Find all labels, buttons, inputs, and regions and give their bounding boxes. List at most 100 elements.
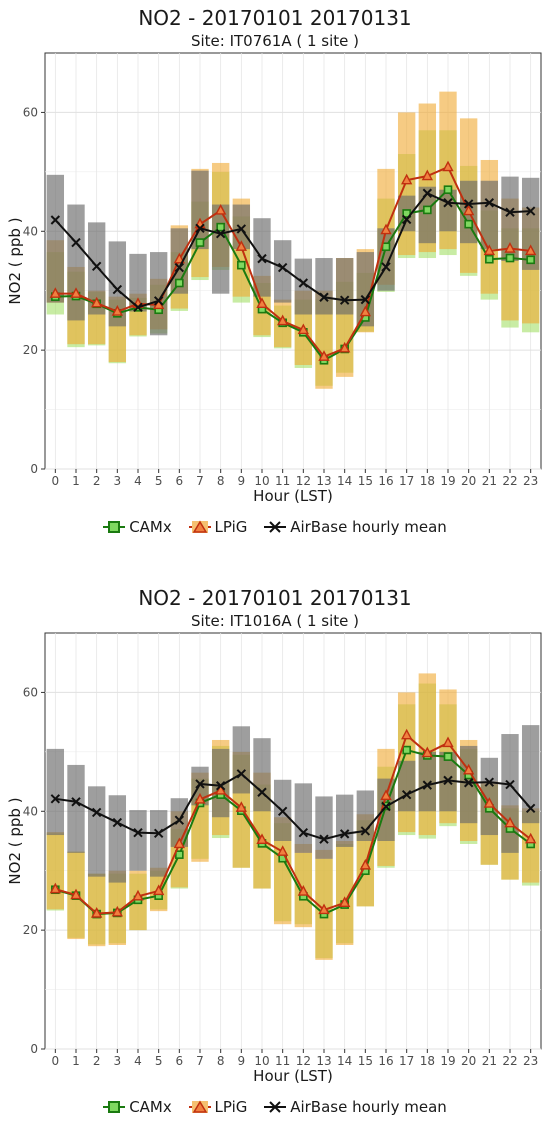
legend-item-airbase: AirBase hourly mean	[264, 518, 447, 536]
data-point	[463, 778, 474, 788]
data-point-stroke	[443, 198, 453, 208]
band-bar	[211, 204, 230, 294]
data-point-stroke	[236, 224, 247, 234]
band-bar	[356, 252, 375, 327]
data-point	[423, 205, 432, 215]
data-point	[236, 224, 247, 234]
data-point-stroke	[463, 778, 474, 788]
band-bar	[273, 817, 292, 925]
data-point-stroke	[112, 817, 123, 828]
band-bar	[315, 796, 333, 859]
legend-item-lpig: LPiG	[188, 518, 247, 536]
data-point	[339, 829, 350, 839]
data-point	[443, 752, 453, 761]
chart-title: NO2 - 20170101 20170131	[138, 586, 412, 610]
data-point	[216, 222, 225, 232]
data-point	[318, 350, 330, 361]
data-point-stroke	[174, 262, 185, 273]
data-point-stroke	[133, 302, 143, 313]
legend-label: CAMx	[129, 1098, 172, 1116]
band-bar	[46, 174, 65, 303]
data-point	[381, 262, 391, 272]
band-bar	[149, 252, 168, 336]
data-point	[111, 305, 123, 316]
chart-panel-top: NO2 - 20170101 20170131 Site: IT0761A ( …	[0, 0, 550, 562]
data-point-stroke	[525, 803, 536, 814]
chart-title: NO2 - 20170101 20170131	[138, 6, 412, 30]
legend-square-icon	[103, 521, 126, 533]
data-point	[236, 769, 247, 779]
x-tick-label: 6	[176, 474, 184, 488]
data-point	[526, 255, 535, 265]
data-point-stroke	[195, 779, 205, 789]
legend-triangle-icon	[188, 1100, 211, 1113]
data-point-stroke	[50, 215, 61, 225]
data-point	[504, 816, 516, 828]
data-point	[483, 244, 495, 256]
data-point-stroke	[153, 828, 164, 838]
x-tick-label: 3	[114, 474, 122, 488]
data-point	[401, 173, 413, 185]
data-point	[525, 244, 537, 256]
data-point	[277, 806, 288, 816]
x-tick-label: 16	[378, 1054, 393, 1068]
band-bar	[294, 258, 313, 315]
band-bar	[87, 786, 106, 877]
legend-item-lpig: LPiG	[188, 1098, 247, 1116]
x-tick-label: 20	[461, 474, 476, 488]
data-point	[442, 160, 454, 172]
x-tick-label: 18	[420, 1054, 435, 1068]
x-tick-label: 4	[134, 1054, 142, 1068]
data-point	[525, 803, 536, 814]
x-tick-label: 8	[217, 1054, 225, 1068]
data-point-stroke	[443, 775, 453, 786]
x-tick-label: 7	[196, 474, 204, 488]
series-line	[55, 772, 532, 841]
data-point	[505, 779, 515, 790]
data-point	[359, 305, 371, 317]
data-point-stroke	[381, 262, 391, 272]
data-point-stroke	[133, 827, 143, 838]
data-point	[91, 907, 103, 918]
data-point	[319, 292, 329, 302]
data-point	[132, 889, 144, 901]
data-point	[153, 828, 164, 838]
x-tick-label: 11	[275, 1054, 290, 1068]
band-bar	[273, 240, 292, 303]
x-tick-label: 22	[502, 1054, 517, 1068]
band-bar	[191, 766, 209, 806]
data-point-stroke	[91, 261, 102, 272]
data-point	[485, 254, 494, 264]
band-bar	[129, 810, 147, 871]
x-tick-label: 23	[523, 1054, 538, 1068]
data-point	[173, 252, 185, 264]
x-tick-label: 10	[254, 474, 269, 488]
data-point	[71, 797, 81, 807]
data-point	[360, 826, 371, 836]
legend-x-icon	[264, 1101, 287, 1113]
band-bar	[480, 757, 499, 836]
data-point	[463, 199, 474, 209]
data-point-stroke	[71, 797, 81, 807]
data-point-stroke	[195, 223, 205, 234]
data-point	[401, 789, 412, 800]
legend-x-icon	[264, 521, 287, 533]
data-point	[237, 260, 246, 270]
data-point	[153, 296, 164, 306]
data-point	[215, 203, 227, 215]
data-point	[175, 278, 184, 288]
data-point	[297, 323, 309, 335]
data-point	[277, 314, 289, 326]
data-point-stroke	[360, 826, 371, 836]
data-point	[504, 242, 516, 253]
data-point	[421, 746, 433, 758]
legend-label: AirBase hourly mean	[290, 518, 447, 536]
band-bar	[253, 738, 271, 812]
data-point-stroke	[484, 198, 495, 208]
band-bar	[521, 725, 540, 824]
data-point	[339, 295, 350, 305]
data-point-stroke	[277, 806, 288, 816]
data-point	[215, 228, 226, 239]
data-point	[525, 832, 537, 844]
